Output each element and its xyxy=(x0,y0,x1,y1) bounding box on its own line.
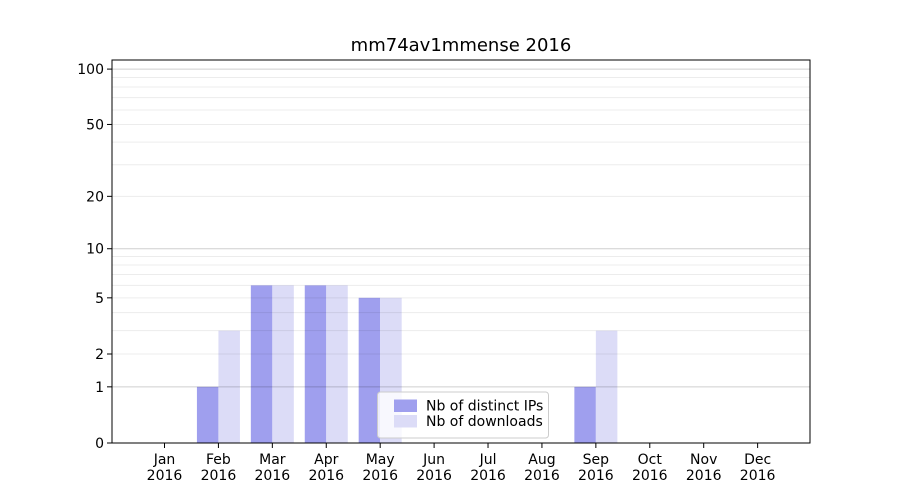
bar-distinct-ips xyxy=(250,285,273,443)
x-tick-label: Nov 2016 xyxy=(686,452,722,484)
x-tick-year: 2016 xyxy=(147,468,183,484)
x-tick-label: Jul 2016 xyxy=(470,452,506,484)
x-tick-label: Dec 2016 xyxy=(740,452,776,484)
x-tick-label: Oct 2016 xyxy=(632,452,668,484)
y-tick-label: 10 xyxy=(86,242,104,258)
x-tick-month: Mar xyxy=(259,452,286,468)
legend-swatch-distinct-ips xyxy=(394,399,417,412)
x-tick-label: Sep 2016 xyxy=(578,452,614,484)
legend-label-downloads: Nb of downloads xyxy=(426,414,543,430)
x-tick-label: Mar 2016 xyxy=(255,452,291,484)
x-tick-month: Aug xyxy=(528,452,555,468)
legend-box xyxy=(377,391,549,439)
x-tick-year: 2016 xyxy=(740,468,776,484)
x-tick-year: 2016 xyxy=(255,468,291,484)
axes-layer xyxy=(107,59,811,448)
y-tick-label: 20 xyxy=(86,189,104,205)
bar-distinct-ips xyxy=(574,386,596,443)
x-tick-year: 2016 xyxy=(308,468,344,484)
x-tick-month: Sep xyxy=(583,452,610,468)
bar-downloads xyxy=(218,330,240,443)
x-tick-month: Apr xyxy=(314,452,338,468)
x-tick-month: Nov xyxy=(690,452,717,468)
x-tick-label: Jun 2016 xyxy=(416,452,452,484)
x-tick-year: 2016 xyxy=(416,468,452,484)
x-tick-month: Oct xyxy=(638,452,663,468)
x-tick-year: 2016 xyxy=(578,468,614,484)
x-tick-year: 2016 xyxy=(470,468,506,484)
x-tick-month: May xyxy=(366,452,395,468)
x-tick-year: 2016 xyxy=(686,468,722,484)
x-tick-label: Feb 2016 xyxy=(201,452,237,484)
y-tick-label: 50 xyxy=(86,117,104,133)
plot-area-border xyxy=(111,59,811,444)
x-tick-month: Jun xyxy=(422,452,445,468)
bar-downloads xyxy=(326,285,348,443)
x-tick-month: Feb xyxy=(206,452,231,468)
legend-swatch-downloads xyxy=(394,415,417,428)
x-tick-year: 2016 xyxy=(201,468,237,484)
x-tick-year: 2016 xyxy=(632,468,668,484)
bar-distinct-ips xyxy=(358,297,381,443)
x-tick-year: 2016 xyxy=(524,468,560,484)
gridlines-layer xyxy=(112,68,810,388)
y-tick-label: 5 xyxy=(95,291,104,307)
x-tick-month: Jul xyxy=(479,452,497,468)
bar-distinct-ips xyxy=(196,386,219,443)
x-tick-label: Apr 2016 xyxy=(308,452,344,484)
y-tick-label: 0 xyxy=(95,436,104,452)
y-tick-label: 2 xyxy=(95,347,104,363)
legend-label-distinct-ips: Nb of distinct IPs xyxy=(426,399,543,415)
chart-title: mm74av1mmense 2016 xyxy=(351,35,572,56)
bar-downloads xyxy=(272,285,294,443)
x-tick-label: Aug 2016 xyxy=(524,452,560,484)
y-tick-label: 1 xyxy=(95,380,104,396)
bar-downloads xyxy=(595,330,618,443)
x-tick-year: 2016 xyxy=(362,468,398,484)
x-tick-month: Dec xyxy=(744,452,771,468)
x-tick-label: May 2016 xyxy=(362,452,398,484)
x-tick-month: Jan xyxy=(153,452,176,468)
bars-layer xyxy=(196,285,618,443)
x-tick-label: Jan 2016 xyxy=(147,452,183,484)
bar-distinct-ips xyxy=(304,285,327,443)
y-tick-label: 100 xyxy=(77,62,104,78)
